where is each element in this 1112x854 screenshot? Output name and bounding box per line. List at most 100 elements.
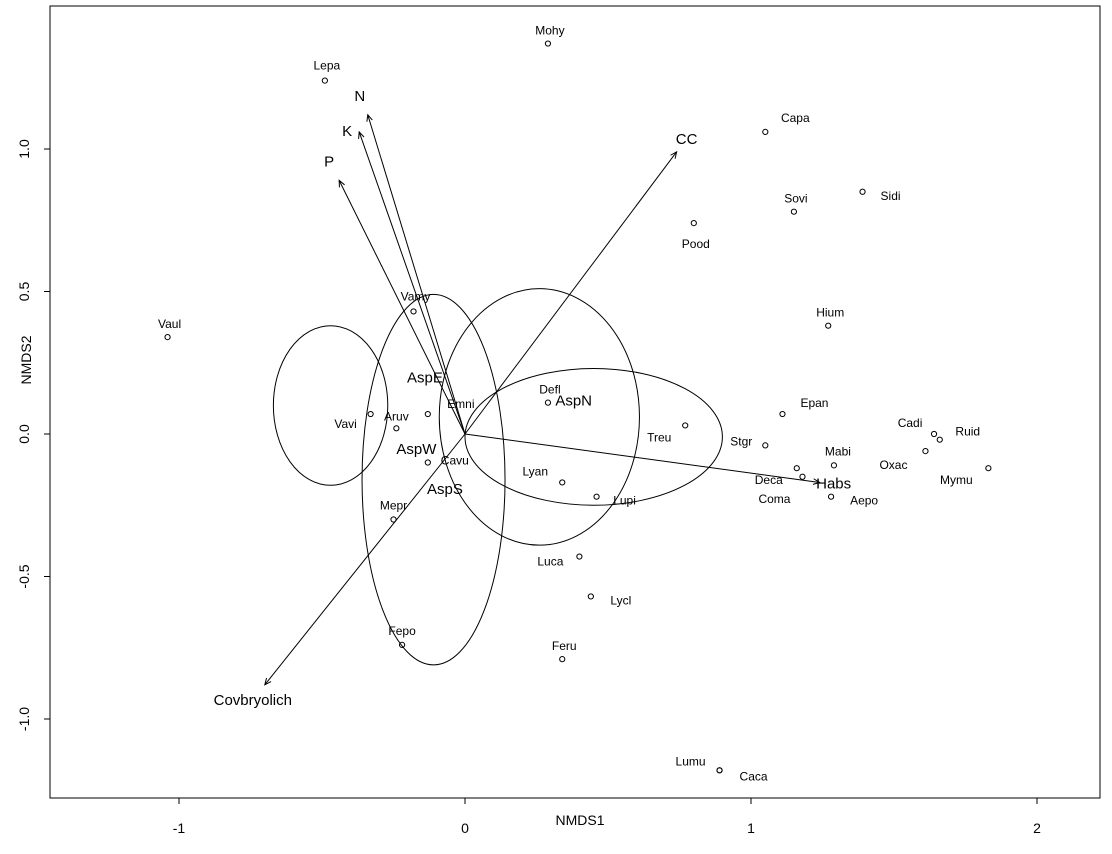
species-point	[690, 220, 697, 227]
group-ellipse-asps	[464, 367, 723, 506]
species-label: Capa	[781, 111, 810, 125]
species-point	[682, 422, 689, 429]
species-label: Vavi	[334, 417, 356, 431]
species-point	[424, 410, 431, 418]
x-tick-label: -1	[173, 820, 186, 836]
species-label: Deca	[755, 473, 783, 487]
group-label: AspS	[427, 481, 463, 498]
species-point	[827, 493, 835, 500]
group-label: AspE	[407, 370, 443, 387]
group-label: AspN	[555, 393, 592, 410]
env-vectors: N KP CC Habs Covbryolich	[214, 88, 852, 709]
vector-label: P	[324, 153, 334, 170]
vector-arrowhead	[358, 130, 365, 139]
group-labels: AspE AspW AspN AspS	[396, 370, 592, 498]
species-label: Stgr	[730, 434, 752, 448]
species-point	[544, 399, 552, 406]
species-label: Aepo	[850, 494, 878, 508]
species-label: Ruid	[955, 425, 980, 439]
species-point	[164, 334, 171, 341]
species-point	[544, 40, 552, 47]
species-label: Lupi	[613, 494, 636, 508]
vector-line	[464, 433, 820, 483]
species-label: Mepr	[380, 499, 407, 513]
species-point	[321, 77, 328, 84]
species-label: Cavu	[441, 454, 469, 468]
species-point	[716, 767, 723, 774]
species-label: Luca	[537, 555, 563, 569]
species-label: Treu	[647, 430, 671, 444]
species-label: Feru	[552, 639, 577, 653]
group-ellipse-aspw	[361, 293, 506, 666]
species-point	[587, 593, 594, 600]
species-label: Oxac	[879, 458, 907, 472]
group-ellipse-aspn	[438, 288, 640, 546]
species-point	[390, 516, 397, 523]
species-point	[859, 188, 866, 195]
species-label: Vaul	[158, 317, 181, 331]
y-tick-label: 1.0	[16, 139, 32, 159]
x-tick-label: 2	[1033, 820, 1041, 836]
species-point	[799, 473, 806, 480]
x-axis-label: NMDS1	[555, 812, 604, 828]
y-tick-label: 0.5	[16, 282, 32, 302]
species-points: Mohy Lepa Capa Sidi Sovi Pood Vaul Vamy Hium Defl…	[158, 24, 992, 783]
group-label: AspW	[396, 441, 437, 458]
vector-line	[367, 114, 466, 435]
vector-arrowhead	[670, 150, 678, 159]
species-label: Mabi	[825, 444, 851, 458]
group-ellipse-aspe	[272, 325, 389, 486]
species-point	[424, 459, 431, 466]
vector-arrowhead	[812, 478, 821, 485]
species-point	[398, 641, 406, 649]
species-label: Caca	[740, 769, 768, 783]
vector-label: K	[342, 123, 352, 140]
species-point	[393, 425, 400, 432]
vector-label: CC	[676, 131, 698, 148]
x-tick-label: 1	[747, 820, 755, 836]
species-label: Fepo	[388, 624, 416, 638]
species-point	[922, 448, 929, 455]
species-point	[985, 465, 992, 472]
species-label: Lycl	[610, 593, 631, 607]
species-point	[559, 479, 566, 486]
species-point	[367, 410, 374, 418]
species-label: Pood	[682, 237, 710, 251]
species-label: Vamy	[401, 289, 431, 303]
species-label: Sidi	[881, 189, 901, 203]
vector-line	[338, 180, 466, 435]
species-label: Aruv	[384, 409, 409, 423]
species-point	[825, 322, 832, 329]
species-label: Mymu	[940, 473, 973, 487]
species-label: Lepa	[314, 59, 341, 73]
species-point	[790, 208, 798, 215]
species-point	[830, 462, 838, 469]
vector-line	[264, 433, 466, 686]
species-point	[793, 465, 800, 472]
species-label: Sovi	[784, 192, 807, 206]
species-point	[930, 430, 938, 438]
species-point	[593, 493, 600, 500]
axes: -1 0 1 2 -1.0 -0.5 0.0 0.5 1.0	[16, 139, 1041, 836]
y-axis-label: NMDS2	[18, 335, 34, 384]
species-label: Hium	[816, 306, 844, 320]
vector-line	[358, 131, 466, 435]
x-tick-label: 0	[461, 820, 469, 836]
species-point	[576, 553, 583, 560]
species-point	[762, 128, 769, 135]
species-point	[559, 656, 566, 663]
species-label: Mohy	[535, 24, 564, 38]
species-label: Coma	[758, 492, 790, 506]
species-label: Defl	[539, 383, 560, 397]
vector-label: Covbryolich	[214, 692, 292, 709]
y-tick-label: 0.0	[16, 424, 32, 444]
vector-label: N	[354, 88, 365, 105]
species-label: Epan	[800, 396, 828, 410]
vector-label: Habs	[816, 475, 851, 492]
species-label: Cadi	[898, 416, 923, 430]
y-tick-label: -1.0	[16, 707, 32, 731]
species-label: Lumu	[676, 754, 706, 768]
vector-arrowhead	[264, 677, 272, 686]
species-point	[779, 410, 786, 418]
